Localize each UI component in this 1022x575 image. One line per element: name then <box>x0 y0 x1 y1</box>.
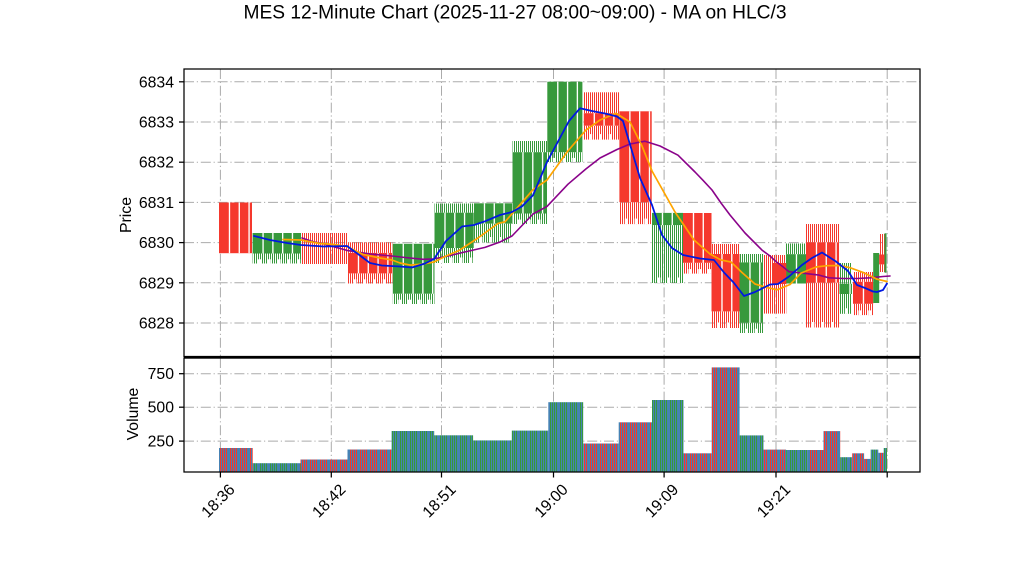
svg-text:Volume: Volume <box>125 387 142 440</box>
svg-text:750: 750 <box>148 366 175 383</box>
svg-text:Price: Price <box>118 197 135 233</box>
svg-text:500: 500 <box>148 400 175 417</box>
svg-text:250: 250 <box>148 434 175 451</box>
svg-text:6831: 6831 <box>139 195 174 212</box>
svg-text:MES 12-Minute Chart (2025-11-2: MES 12-Minute Chart (2025-11-27 08:00~09… <box>243 3 786 24</box>
svg-text:6833: 6833 <box>139 115 174 132</box>
svg-text:6834: 6834 <box>139 74 174 91</box>
svg-text:6828: 6828 <box>139 316 174 333</box>
svg-text:6830: 6830 <box>139 235 174 252</box>
svg-text:6829: 6829 <box>139 275 174 292</box>
svg-text:6832: 6832 <box>139 155 174 172</box>
